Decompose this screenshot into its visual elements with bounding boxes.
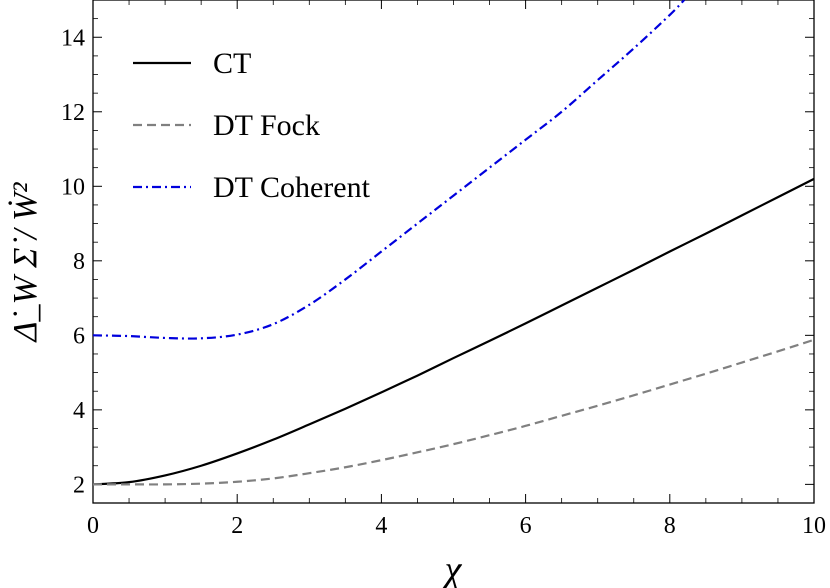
x-tick-label-5: 10 — [802, 513, 826, 539]
y-tick-label-1: 4 — [73, 398, 85, 424]
series-group — [93, 0, 814, 486]
x-tick-label-1: 2 — [231, 513, 243, 539]
y-axis-label: Δ̇_W Σ̇ / Ẇ² — [7, 182, 44, 344]
x-tick-label-0: 0 — [87, 513, 99, 539]
y-tick-label-4: 10 — [61, 174, 85, 200]
y-tick-label-0: 2 — [73, 472, 85, 498]
plot-frame — [92, 0, 815, 504]
y-tick-label-2: 6 — [73, 323, 85, 349]
x-tick-label-4: 8 — [664, 513, 676, 539]
x-tick-label-2: 4 — [375, 513, 387, 539]
legend: CT DT Fock DT Coherent — [133, 47, 371, 204]
x-tick-label-3: 6 — [520, 513, 532, 539]
legend-label-2: DT Coherent — [213, 171, 371, 204]
y-tick-label-3: 8 — [73, 249, 85, 275]
legend-label-1: DT Fock — [213, 109, 320, 142]
y-tick-label-6: 14 — [61, 25, 85, 51]
series-line-dt-fock — [93, 338, 814, 486]
y-tick-label-5: 12 — [61, 100, 85, 126]
series-line-ct — [93, 177, 814, 486]
legend-label-0: CT — [213, 47, 251, 80]
x-axis-label: χ — [441, 549, 463, 588]
axis-ticks — [92, 0, 815, 504]
series-line-dt-coherent — [93, 0, 686, 340]
